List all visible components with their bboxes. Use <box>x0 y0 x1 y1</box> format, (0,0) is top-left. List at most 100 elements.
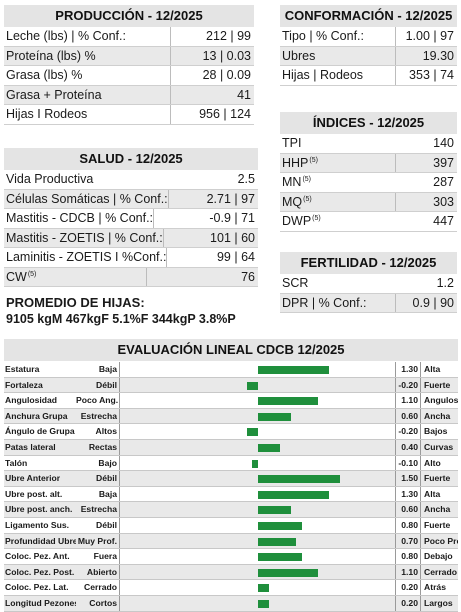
value-bar <box>257 490 329 499</box>
high-extreme-label: Debajo <box>424 551 453 562</box>
low-extreme-label: Fuera <box>76 549 120 564</box>
value-bar <box>257 521 302 530</box>
produccion-row-label: Leche (lbs) | % Conf.: <box>4 29 170 43</box>
fertilidad-row: SCR 1.2 <box>280 274 457 294</box>
indices-row-value: 447 <box>433 214 454 229</box>
high-extreme-label: Angulosa <box>424 395 458 406</box>
produccion-row-value: 212 | 99 <box>170 27 254 46</box>
produccion-label-text: Hijas I Rodeos <box>6 107 88 122</box>
value-label: 0.20 <box>395 595 421 611</box>
produccion-row-value: 13 | 0.03 <box>170 46 254 65</box>
high-extreme-label: Fuerte <box>424 519 451 530</box>
indices-label-sup: (5) <box>303 195 312 203</box>
bar-track <box>120 580 395 595</box>
high-extreme-label: Alto <box>424 457 441 468</box>
value-label: 0.40 <box>395 439 421 455</box>
trait-label: Patas lateral <box>5 441 56 452</box>
produccion-row: Grasa + Proteína 41 <box>4 85 254 105</box>
high-extreme-label: Alta <box>424 364 441 374</box>
salud-label-text: CW <box>6 269 27 284</box>
conformacion-label-text: Hijas | Rodeos <box>282 68 364 83</box>
indices-row: HHP(5) 397 <box>280 153 457 173</box>
linear-eval-chart: Estatura Baja 1.30 Alta Fortaleza Débil -0.20 F… <box>4 362 458 612</box>
bar-track <box>120 518 395 533</box>
high-extreme-label: Atrás <box>424 582 446 593</box>
trait-label: Angulosidad <box>5 395 58 406</box>
bar-track <box>120 502 395 517</box>
value-bar <box>257 568 318 577</box>
produccion-row-label: Grasa + Proteína <box>4 88 170 102</box>
bar-track <box>120 456 395 471</box>
value-label: 0.60 <box>395 408 421 424</box>
linear-eval-row: Fortaleza Débil -0.20 Fuerte <box>4 377 458 394</box>
linear-eval-row: Anchura Grupa Estrecha 0.60 Ancha <box>4 408 458 425</box>
trait-label: Profundidad Ubre <box>5 535 76 546</box>
value-label: 1.10 <box>395 564 421 580</box>
value-bar <box>257 584 269 593</box>
indices-title: ÍNDICES - 12/2025 <box>280 112 457 134</box>
linear-eval-row: Ubre Anterior Débil 1.50 Fuerte <box>4 471 458 487</box>
value-bar <box>257 506 291 515</box>
high-extreme-label: Fuerte <box>424 473 451 484</box>
produccion-title: PRODUCCIÓN - 12/2025 <box>4 5 254 27</box>
value-label: -0.20 <box>395 424 421 439</box>
fertilidad-row-value: 1.2 <box>436 276 454 291</box>
high-extreme-label: Ancha <box>424 504 451 515</box>
linear-eval-row: Coloc. Pez. Ant. Fuera 0.80 Debajo <box>4 549 458 565</box>
trait-label: Talón <box>5 457 28 468</box>
salud-row-value: 2.71 | 97 <box>167 189 258 208</box>
salud-row: Mastitis - CDCB | % Conf.: -0.9 | 71 <box>4 209 258 229</box>
salud-row: CW(5) 76 <box>4 267 258 287</box>
conformacion-row: Ubres 19.30 <box>280 46 457 66</box>
value-bar <box>257 443 280 452</box>
fertilidad-row-label: DPR | % Conf.: <box>280 296 395 310</box>
value-label: 1.50 <box>395 471 421 486</box>
trait-label: Anchura Grupa <box>5 410 68 421</box>
salud-label-text: Mastitis - ZOETIS | % Conf.: <box>6 230 163 245</box>
bar-track <box>120 534 395 549</box>
low-extreme-label: Débil <box>76 377 120 393</box>
value-label: 1.30 <box>395 362 421 377</box>
bar-track <box>120 471 395 486</box>
trait-label: Fortaleza <box>5 379 43 390</box>
produccion-row-value: 956 | 124 <box>170 105 254 124</box>
indices-row-label: MN(5) <box>280 175 395 189</box>
high-extreme-label: Curvas <box>424 441 454 452</box>
fertilidad-label-text: SCR <box>282 276 309 291</box>
value-bar <box>246 428 258 437</box>
conformacion-row-label: Tipo | % Conf.: <box>280 29 395 43</box>
indices-row: MQ(5) 303 <box>280 192 457 212</box>
salud-row-value: 2.5 <box>237 172 255 187</box>
bar-track <box>120 440 395 455</box>
indices-panel: ÍNDICES - 12/2025 TPI 140 HHP(5) 397 MN(5) 28… <box>280 112 457 232</box>
linear-eval-title: EVALUACIÓN LINEAL CDCB 12/2025 <box>4 339 458 361</box>
conformacion-label-text: Ubres <box>282 48 316 63</box>
produccion-row: Leche (lbs) | % Conf.: 212 | 99 <box>4 27 254 47</box>
fertilidad-panel: FERTILIDAD - 12/2025 SCR 1.2 DPR | % Conf.… <box>280 252 457 313</box>
conformacion-label-text: Tipo | % Conf.: <box>282 29 364 44</box>
indices-row: MN(5) 287 <box>280 173 457 193</box>
bar-track <box>120 596 395 611</box>
indices-label-sup: (5) <box>302 176 312 184</box>
indices-row-label: HHP(5) <box>280 156 395 170</box>
conformacion-panel: CONFORMACIÓN - 12/2025 Tipo | % Conf.: 1.… <box>280 5 457 86</box>
low-extreme-label: Cerrado <box>76 580 120 595</box>
value-label: 0.80 <box>395 549 421 564</box>
produccion-row-label: Proteína (lbs) % <box>4 49 170 63</box>
salud-row-value: 101 | 60 <box>162 228 258 247</box>
indices-row-value: 397 <box>395 153 457 172</box>
conformacion-row-label: Ubres <box>280 49 395 63</box>
fertilidad-row-value: 0.9 | 90 <box>395 293 457 312</box>
value-bar <box>246 381 258 390</box>
salud-row-value: 99 | 64 <box>166 248 258 267</box>
indices-label-text: TPI <box>282 136 302 151</box>
produccion-row-value: 28 | 0.09 <box>170 66 254 85</box>
value-label: -0.20 <box>395 377 421 393</box>
linear-eval-header: EVALUACIÓN LINEAL CDCB 12/2025 <box>4 339 458 361</box>
value-label: 0.60 <box>395 502 421 517</box>
low-extreme-label: Estrecha <box>76 408 120 424</box>
value-label: -0.10 <box>395 455 421 471</box>
salud-row-value: -0.9 | 71 <box>153 209 258 228</box>
trait-label: Ubre Anterior <box>5 473 61 484</box>
